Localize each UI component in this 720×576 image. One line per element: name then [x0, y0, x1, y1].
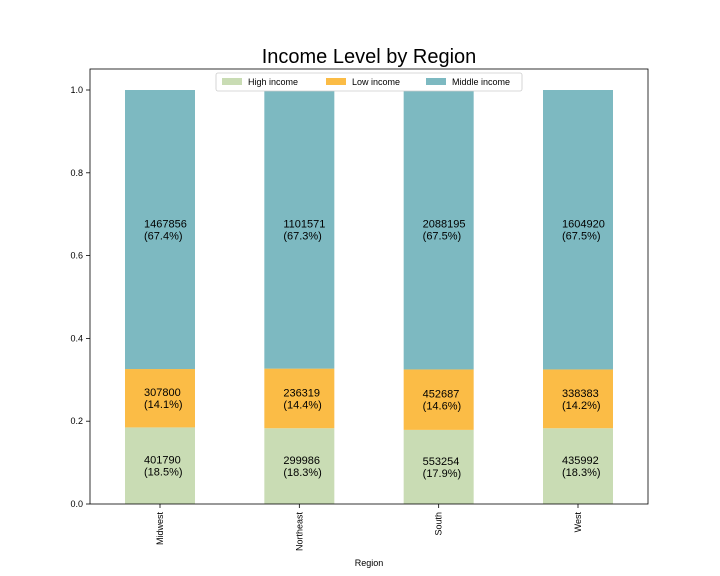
x-axis-label: Region: [355, 558, 384, 568]
data-label-count: 338383: [562, 388, 599, 400]
x-tick-label: Midwest: [155, 512, 165, 546]
legend-swatch: [222, 78, 242, 85]
bar-low-income-west: [543, 369, 613, 429]
y-tick-label: 0.8: [70, 168, 83, 178]
data-label-count: 401790: [144, 455, 181, 467]
y-tick-label: 0.0: [70, 499, 83, 509]
bars-group: [125, 90, 613, 504]
data-label-percent: (14.6%): [423, 401, 462, 413]
data-label-count: 2088195: [423, 219, 466, 231]
y-tick-label: 0.6: [70, 251, 83, 261]
y-axis: 0.0 0.2 0.4 0.6 0.8 1.0: [70, 85, 90, 509]
x-tick-label: West: [573, 512, 583, 533]
chart-title: Income Level by Region: [262, 46, 477, 68]
data-label-percent: (17.9%): [423, 468, 462, 480]
data-label-percent: (67.5%): [423, 231, 462, 243]
x-tick-label: South: [434, 512, 444, 536]
bar-high-income-south: [403, 429, 474, 504]
legend-frame: [215, 72, 523, 92]
y-tick-label: 1.0: [70, 85, 83, 95]
data-label-count: 1467856: [144, 219, 187, 231]
data-label-percent: (18.3%): [283, 467, 322, 479]
data-label-count: 1604920: [562, 219, 605, 231]
data-label-percent: (18.5%): [144, 467, 183, 479]
data-label-count: 553254: [423, 456, 460, 468]
data-label-percent: (67.5%): [562, 231, 601, 243]
legend: High income Low income Middle income: [215, 72, 523, 92]
bar-low-income-northeast: [264, 368, 335, 429]
legend-label: Middle income: [452, 77, 510, 87]
data-label-count: 307800: [144, 387, 181, 399]
x-tick-label: Northeast: [294, 512, 304, 552]
bar-middle-income-northeast: [264, 90, 335, 369]
bar-low-income-midwest: [125, 369, 195, 428]
data-label-percent: (18.3%): [562, 467, 601, 479]
bar-high-income-west: [543, 428, 613, 504]
legend-swatch: [326, 78, 346, 85]
bar-middle-income-south: [403, 90, 474, 370]
bar-middle-income-midwest: [125, 90, 195, 370]
legend-label: Low income: [352, 77, 400, 87]
data-label-percent: (67.4%): [144, 231, 183, 243]
data-label-count: 299986: [283, 455, 320, 467]
bar-high-income-midwest: [125, 427, 195, 504]
data-labels-group: 401790(18.5%) 307800(14.1%) 1467856(67.4%)…: [144, 218, 605, 480]
data-label-percent: (14.4%): [283, 399, 322, 411]
plot-area-frame: [89, 68, 649, 505]
x-axis: Midwest Northeast South West: [155, 504, 583, 551]
data-label-count: 435992: [562, 455, 599, 467]
bar-low-income-south: [403, 369, 474, 430]
data-label-count: 1101571: [283, 218, 325, 230]
data-label-count: 236319: [283, 387, 320, 399]
data-label-percent: (14.1%): [144, 399, 183, 411]
data-label-count: 452687: [423, 389, 460, 401]
data-label-percent: (14.2%): [562, 400, 601, 412]
legend-swatch: [426, 78, 446, 85]
legend-label: High income: [248, 77, 298, 87]
y-tick-label: 0.4: [70, 333, 83, 343]
y-tick-label: 0.2: [70, 416, 83, 426]
data-label-percent: (67.3%): [283, 230, 322, 242]
bar-high-income-northeast: [264, 428, 335, 504]
bar-middle-income-west: [543, 90, 613, 370]
